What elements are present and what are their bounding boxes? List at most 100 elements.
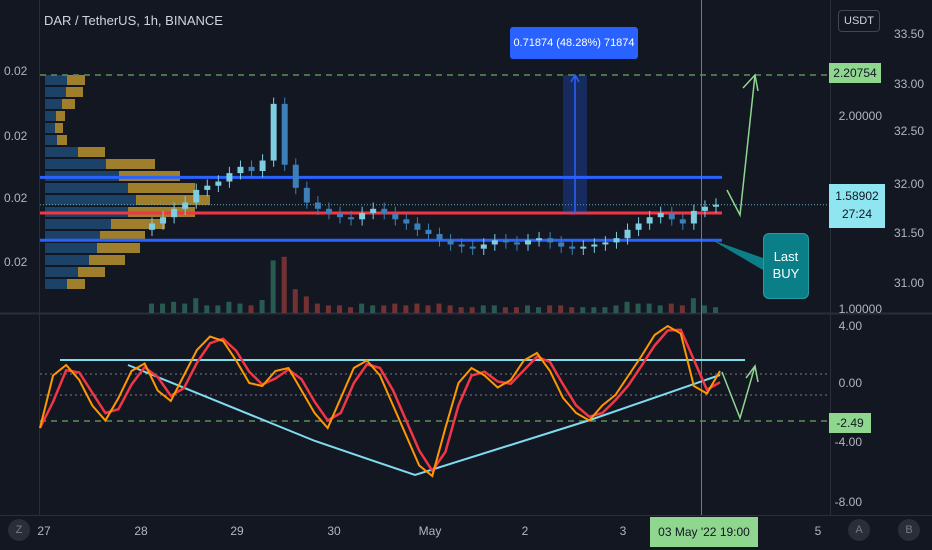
- candle-body: [414, 223, 421, 230]
- candle-body: [646, 217, 653, 224]
- profile-bar-up: [45, 75, 67, 85]
- osc-trend-lines[interactable]: [127, 364, 721, 477]
- volume-bar: [425, 305, 431, 313]
- last-buy-callout[interactable]: Last BUY: [763, 233, 809, 299]
- volume-bar: [591, 307, 597, 313]
- right-axis-label: 33.00: [894, 77, 924, 91]
- volume-bar: [204, 305, 210, 313]
- osc-axis-label: -8.00: [835, 495, 863, 509]
- volume-bar: [525, 305, 530, 313]
- osc-main-line: [39, 324, 721, 478]
- volume-bar: [414, 303, 420, 313]
- profile-bar-up: [45, 111, 56, 121]
- volume-bar: [646, 303, 652, 313]
- candle-body: [690, 210, 697, 224]
- log-scale-button[interactable]: B: [898, 519, 920, 541]
- candle-body: [325, 208, 332, 213]
- time-axis-label: 30: [327, 524, 341, 538]
- osc-axis-label: 0.00: [839, 376, 863, 390]
- oscillator-pane[interactable]: [38, 324, 830, 478]
- symbol-title[interactable]: DAR / TetherUS, 1h, BINANCE: [44, 13, 223, 28]
- date-cursor-tag: 03 May '22 19:00: [650, 517, 758, 547]
- candle-body: [602, 242, 609, 245]
- osc-axis-label: -4.00: [835, 435, 863, 449]
- oscillator-value-tag: -2.49: [829, 413, 871, 433]
- profile-bar-up: [45, 135, 57, 145]
- volume-bar: [547, 305, 553, 313]
- candle-body: [160, 217, 167, 224]
- candle-body: [536, 238, 543, 241]
- profile-bar-down: [67, 279, 85, 289]
- volume-bar: [436, 303, 442, 313]
- profile-bar-up: [45, 231, 100, 241]
- volume-bar: [569, 307, 575, 313]
- candle-body: [591, 244, 598, 247]
- candle-body: [513, 242, 520, 245]
- profile-bar-up: [45, 279, 67, 289]
- candle-body: [392, 213, 399, 220]
- volume-bar: [292, 289, 298, 313]
- volume-bar: [580, 307, 586, 313]
- candle-body: [525, 240, 531, 245]
- volume-bar: [314, 303, 320, 313]
- volume-bar: [613, 305, 619, 313]
- volume-bar: [469, 307, 475, 313]
- main-axis-label: 1.00000: [839, 302, 883, 316]
- profile-bar-up: [45, 123, 55, 133]
- right-axis-label: 31.50: [894, 226, 924, 240]
- profile-bar-down: [67, 75, 85, 85]
- volume-bar: [668, 303, 674, 313]
- time-axis-label: 28: [134, 524, 148, 538]
- currency-button[interactable]: USDT: [838, 10, 880, 32]
- candle-body: [502, 240, 509, 243]
- candle-body: [348, 217, 355, 220]
- profile-bar-up: [45, 159, 106, 169]
- time-axis-label: May: [419, 524, 442, 538]
- candle-body: [547, 238, 554, 243]
- candle-body: [558, 242, 565, 247]
- candle-body: [248, 166, 255, 172]
- volume-bar: [657, 305, 663, 313]
- auto-scale-button[interactable]: A: [848, 519, 870, 541]
- volume-bar: [149, 303, 154, 313]
- profile-bar-down: [100, 231, 145, 241]
- zoom-button[interactable]: Z: [8, 519, 30, 541]
- candle-body: [270, 103, 277, 161]
- volume-bar: [370, 305, 376, 313]
- candlestick-series: [149, 97, 719, 255]
- volume-bars: [149, 256, 718, 313]
- volume-bar: [381, 305, 387, 313]
- volume-bar: [259, 300, 265, 313]
- volume-bar: [193, 298, 199, 313]
- left-axis-label: 0.02: [4, 255, 28, 269]
- candle-body: [657, 213, 664, 218]
- osc-arrow-head-icon: [745, 364, 759, 383]
- current-price: 1.58902: [835, 189, 879, 203]
- right-axis-label: 33.50: [894, 27, 924, 41]
- right-axis-label: 32.50: [894, 124, 924, 138]
- measure-label[interactable]: 0.71874 (48.28%) 71874: [510, 27, 638, 59]
- volume-bar: [536, 307, 542, 313]
- time-axis-label: 2: [522, 524, 529, 538]
- volume-bar: [713, 307, 718, 313]
- candle-body: [381, 208, 388, 213]
- projection-arrow[interactable]: [726, 74, 756, 218]
- profile-bar-down: [106, 159, 155, 169]
- candle-body: [679, 219, 686, 224]
- volume-bar: [602, 307, 608, 313]
- candle-body: [480, 244, 487, 249]
- candle-body: [447, 240, 454, 245]
- candle-body: [436, 233, 443, 241]
- callout-pointer: [712, 240, 763, 270]
- profile-bar-up: [45, 147, 78, 157]
- candle-body: [337, 213, 343, 218]
- volume-bar: [447, 305, 453, 313]
- candle-body: [259, 160, 266, 172]
- volume-bar: [491, 305, 497, 313]
- horizontal-levels[interactable]: [40, 74, 830, 242]
- left-axis-label: 0.02: [4, 129, 28, 143]
- axis-labels: 0.020.020.020.0233.5033.0032.5032.0031.5…: [4, 27, 924, 538]
- left-axis-label: 0.02: [4, 64, 28, 78]
- candle-body: [491, 240, 498, 245]
